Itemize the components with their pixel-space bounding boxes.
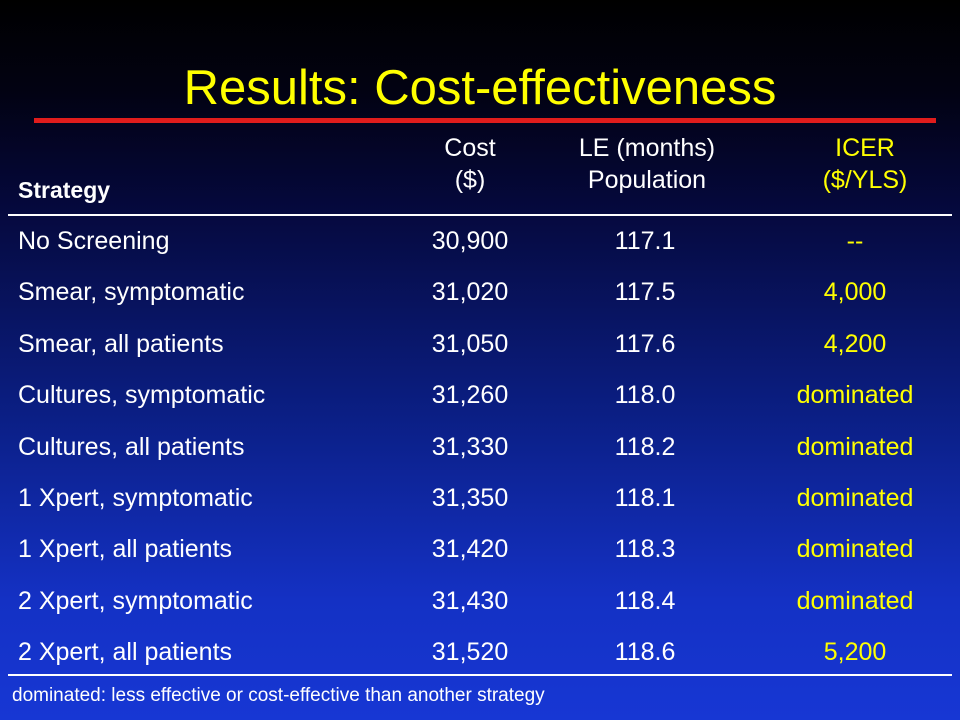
header-le-line2: Population bbox=[587, 166, 707, 194]
cell-cost: 31,430 bbox=[431, 586, 509, 615]
cell-icer: dominated bbox=[796, 483, 914, 512]
table-row: Smear, all patients 31,050 117.6 4,200 bbox=[0, 321, 960, 372]
cell-icer: dominated bbox=[796, 432, 914, 461]
cell-le: 117.5 bbox=[614, 278, 676, 307]
cell-cost: 31,260 bbox=[431, 381, 509, 410]
cell-icer: 5,200 bbox=[823, 638, 887, 667]
cell-le: 118.4 bbox=[614, 586, 676, 615]
header-icer-line2: ($/YLS) bbox=[822, 166, 908, 194]
cell-le: 118.1 bbox=[614, 483, 676, 512]
cell-cost: 31,520 bbox=[431, 638, 509, 667]
cell-strategy: Smear, all patients bbox=[18, 329, 224, 358]
table-row: 1 Xpert, symptomatic 31,350 118.1 domina… bbox=[0, 475, 960, 526]
cell-cost: 30,900 bbox=[431, 227, 509, 255]
cell-strategy: 2 Xpert, symptomatic bbox=[18, 586, 253, 615]
table-row: No Screening 30,900 117.1 -- bbox=[0, 218, 960, 269]
table-header: Strategy Cost ($) LE (months) Population… bbox=[0, 130, 960, 214]
cell-le: 118.0 bbox=[614, 381, 676, 410]
table-top-rule bbox=[8, 214, 952, 216]
cell-cost: 31,050 bbox=[431, 329, 509, 358]
cell-strategy: 1 Xpert, all patients bbox=[18, 535, 233, 564]
cell-le: 117.6 bbox=[614, 329, 676, 358]
cell-strategy: No Screening bbox=[18, 227, 170, 255]
header-cost-line2: ($) bbox=[454, 166, 486, 194]
header-cost-line1: Cost bbox=[444, 134, 496, 162]
cell-cost: 31,020 bbox=[431, 278, 509, 307]
cell-icer: 4,200 bbox=[823, 329, 887, 358]
table-row: 2 Xpert, all patients 31,520 118.6 5,200 bbox=[0, 629, 960, 680]
table-body: No Screening 30,900 117.1 -- Smear, symp… bbox=[0, 218, 960, 681]
header-strategy: Strategy bbox=[18, 177, 111, 203]
title-underline bbox=[34, 118, 936, 123]
header-le-line1: LE (months) bbox=[578, 134, 716, 162]
table-row: Cultures, symptomatic 31,260 118.0 domin… bbox=[0, 372, 960, 423]
cell-icer: -- bbox=[846, 227, 864, 255]
table-row: Cultures, all patients 31,330 118.2 domi… bbox=[0, 424, 960, 475]
table-row: 1 Xpert, all patients 31,420 118.3 domin… bbox=[0, 526, 960, 577]
cell-le: 118.2 bbox=[614, 432, 676, 461]
header-icer: ICER ($/YLS) bbox=[780, 132, 950, 196]
cell-cost: 31,350 bbox=[431, 483, 509, 512]
cell-cost: 31,330 bbox=[431, 432, 509, 461]
table-row: Smear, symptomatic 31,020 117.5 4,000 bbox=[0, 269, 960, 320]
cell-strategy: 1 Xpert, symptomatic bbox=[18, 483, 253, 512]
header-le: LE (months) Population bbox=[532, 132, 762, 196]
cell-le: 118.6 bbox=[614, 638, 676, 667]
cell-icer: dominated bbox=[796, 535, 914, 564]
slide-title: Results: Cost-effectiveness bbox=[183, 61, 777, 115]
table-bottom-rule bbox=[8, 674, 952, 676]
cell-le: 117.1 bbox=[614, 227, 676, 255]
cell-strategy: Cultures, all patients bbox=[18, 432, 245, 461]
cell-cost: 31,420 bbox=[431, 535, 509, 564]
header-icer-line1: ICER bbox=[835, 134, 895, 162]
cell-strategy: Smear, symptomatic bbox=[18, 278, 245, 307]
header-cost: Cost ($) bbox=[405, 132, 535, 196]
cell-strategy: 2 Xpert, all patients bbox=[18, 638, 233, 667]
cell-le: 118.3 bbox=[614, 535, 676, 564]
footnote: dominated: less effective or cost-effect… bbox=[12, 685, 545, 706]
cell-icer: 4,000 bbox=[823, 278, 887, 307]
table-row: 2 Xpert, symptomatic 31,430 118.4 domina… bbox=[0, 578, 960, 629]
cell-icer: dominated bbox=[796, 586, 914, 615]
cell-strategy: Cultures, symptomatic bbox=[18, 381, 266, 410]
cell-icer: dominated bbox=[796, 381, 914, 410]
